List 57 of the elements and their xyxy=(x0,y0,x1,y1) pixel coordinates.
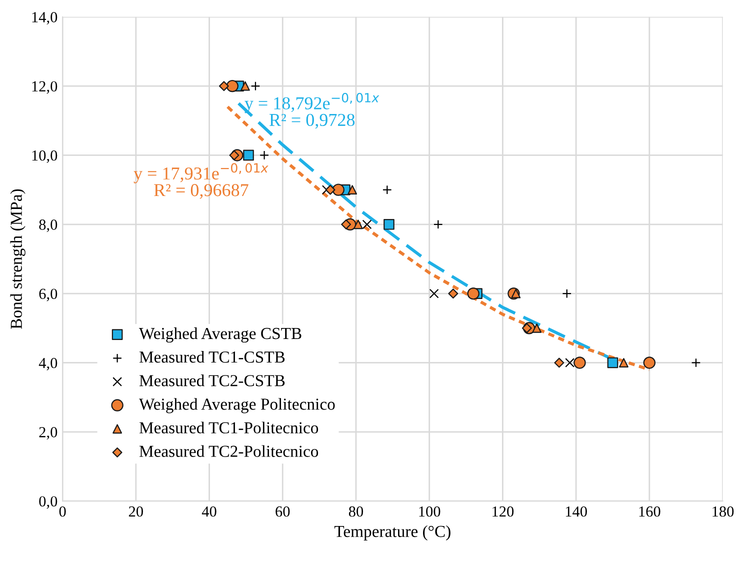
point xyxy=(562,288,572,298)
point xyxy=(332,184,344,196)
point xyxy=(260,150,270,160)
point xyxy=(429,288,439,298)
point xyxy=(229,150,240,160)
point xyxy=(353,220,363,230)
point xyxy=(348,185,358,195)
y-tick-label: 14,0 xyxy=(32,12,58,25)
point xyxy=(448,288,458,299)
y-tick-label: 6,0 xyxy=(39,288,58,302)
x-tick-label: 140 xyxy=(566,506,587,517)
point xyxy=(691,358,701,368)
point xyxy=(532,323,542,333)
x-tick-label: 60 xyxy=(276,506,290,517)
point xyxy=(250,81,260,91)
point xyxy=(467,287,480,300)
x-tick-label: 20 xyxy=(128,506,143,517)
x-tick-label: 160 xyxy=(639,506,660,517)
y-tick-label: 8,0 xyxy=(39,220,58,232)
legend-label: Measured TC1-CSTB xyxy=(139,350,285,363)
y-axis-title: Bond strength (MPa) xyxy=(10,189,26,329)
point xyxy=(362,220,372,230)
point xyxy=(325,184,336,195)
point xyxy=(607,357,618,368)
point xyxy=(554,358,564,368)
point xyxy=(574,356,586,369)
x-tick-label: 120 xyxy=(492,506,514,517)
point xyxy=(511,288,521,298)
point xyxy=(384,218,394,230)
point xyxy=(341,219,352,230)
point xyxy=(565,358,575,368)
y-tick-label: 2,0 xyxy=(39,427,58,440)
point xyxy=(643,356,656,369)
legend-label: Measured TC1-Politecnico xyxy=(139,422,318,434)
point xyxy=(433,220,443,230)
point xyxy=(240,81,250,91)
legend-label: Measured TC2-Politecnico xyxy=(139,445,318,457)
legend-label: Measured TC2-CSTB xyxy=(139,374,285,386)
x-tick-label: 40 xyxy=(202,506,216,517)
point xyxy=(382,185,392,195)
annotation: y = 17,931e$^{−0,01x}$ R² = 0,96687 xyxy=(134,163,268,199)
point xyxy=(226,80,238,92)
y-tick-label: 10,0 xyxy=(32,150,58,163)
y-tick-label: 0,0 xyxy=(39,496,58,509)
x-tick-label: 100 xyxy=(419,506,440,517)
point xyxy=(619,358,628,368)
x-tick-label: 0 xyxy=(59,506,66,517)
point xyxy=(243,150,254,161)
legend-label: Weighed Average CSTB xyxy=(138,327,302,343)
x-tick-label: 180 xyxy=(712,506,734,517)
point xyxy=(522,323,532,334)
x-tick-label: 80 xyxy=(348,506,364,517)
y-tick-label: 12,0 xyxy=(32,81,58,94)
point xyxy=(218,81,229,92)
y-tick-label: 4,0 xyxy=(38,358,58,370)
legend-label: Weighed Average Politecnico xyxy=(138,398,335,414)
x-axis-title: Temperature (°C) xyxy=(334,525,450,540)
